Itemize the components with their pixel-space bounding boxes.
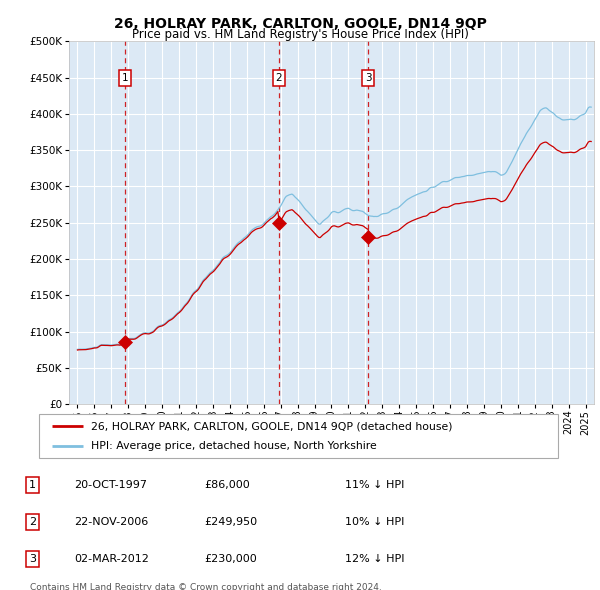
Text: 1: 1 bbox=[29, 480, 36, 490]
Text: £249,950: £249,950 bbox=[204, 517, 257, 527]
Text: Price paid vs. HM Land Registry's House Price Index (HPI): Price paid vs. HM Land Registry's House … bbox=[131, 28, 469, 41]
Text: HPI: Average price, detached house, North Yorkshire: HPI: Average price, detached house, Nort… bbox=[91, 441, 377, 451]
Text: 3: 3 bbox=[365, 73, 371, 83]
FancyBboxPatch shape bbox=[39, 414, 558, 458]
Text: 2: 2 bbox=[29, 517, 36, 527]
Text: 26, HOLRAY PARK, CARLTON, GOOLE, DN14 9QP: 26, HOLRAY PARK, CARLTON, GOOLE, DN14 9Q… bbox=[113, 17, 487, 31]
Text: 12% ↓ HPI: 12% ↓ HPI bbox=[345, 554, 404, 564]
Text: 11% ↓ HPI: 11% ↓ HPI bbox=[345, 480, 404, 490]
Text: 3: 3 bbox=[29, 554, 36, 564]
Text: 22-NOV-2006: 22-NOV-2006 bbox=[74, 517, 149, 527]
Text: 10% ↓ HPI: 10% ↓ HPI bbox=[345, 517, 404, 527]
Text: Contains HM Land Registry data © Crown copyright and database right 2024.: Contains HM Land Registry data © Crown c… bbox=[30, 583, 382, 590]
Text: 1: 1 bbox=[122, 73, 128, 83]
Text: 2: 2 bbox=[275, 73, 282, 83]
Text: £230,000: £230,000 bbox=[204, 554, 257, 564]
Text: 20-OCT-1997: 20-OCT-1997 bbox=[74, 480, 148, 490]
Text: 26, HOLRAY PARK, CARLTON, GOOLE, DN14 9QP (detached house): 26, HOLRAY PARK, CARLTON, GOOLE, DN14 9Q… bbox=[91, 421, 452, 431]
Text: 02-MAR-2012: 02-MAR-2012 bbox=[74, 554, 149, 564]
Text: £86,000: £86,000 bbox=[204, 480, 250, 490]
